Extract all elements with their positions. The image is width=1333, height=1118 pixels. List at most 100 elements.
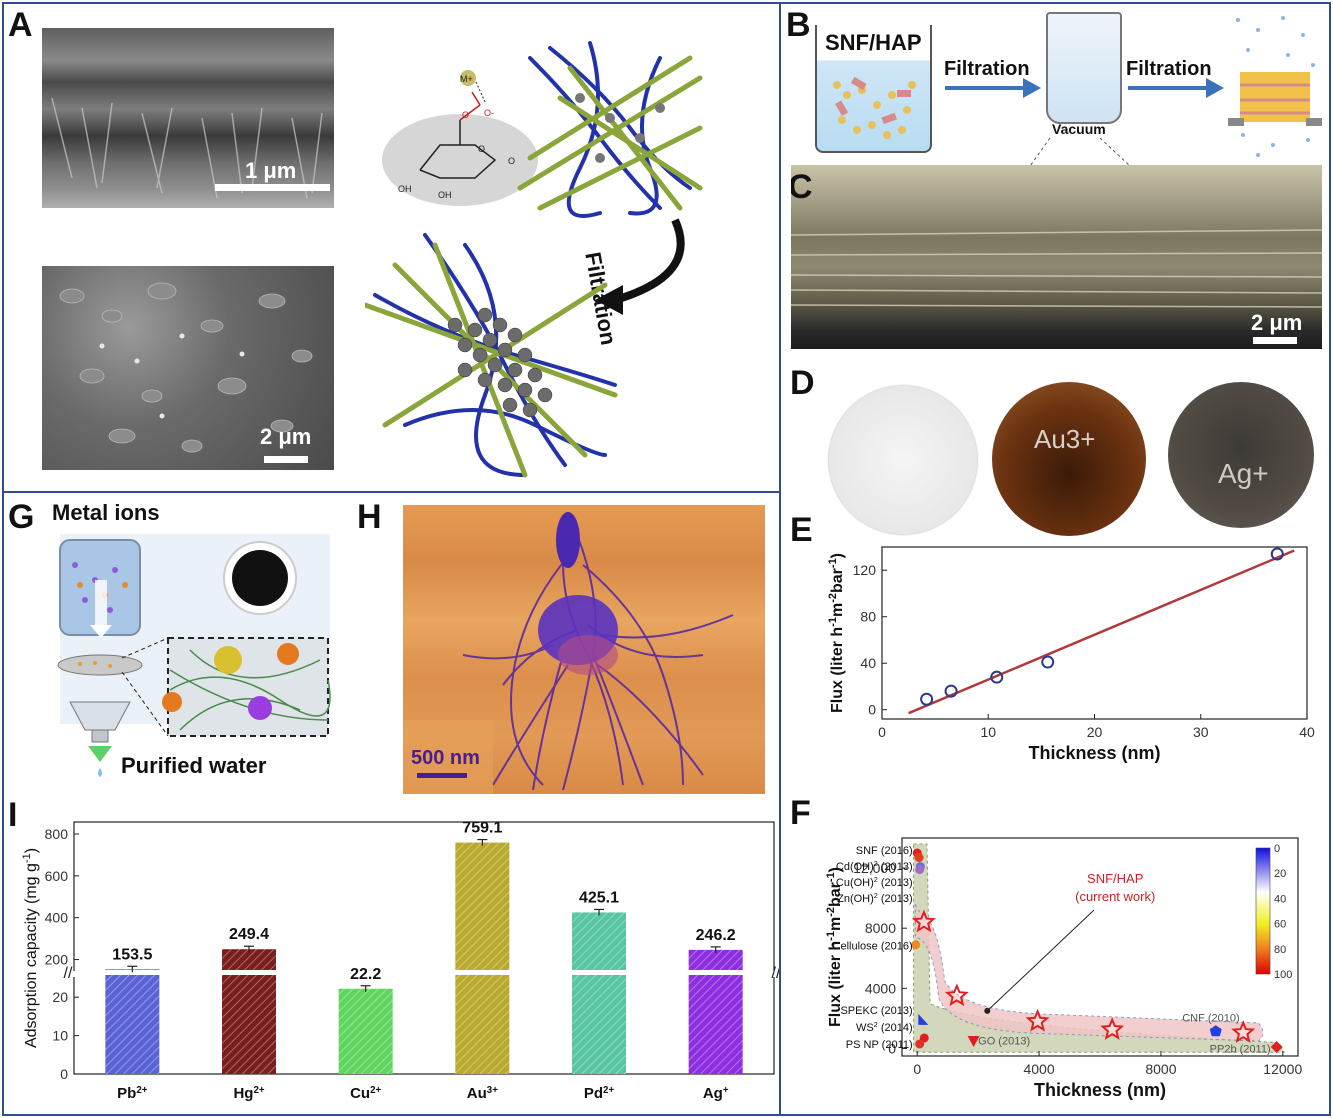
scale-label-c: 2 μm bbox=[1251, 310, 1303, 335]
f-pointer-line bbox=[986, 909, 1095, 1012]
chart-e: 0 10 20 30 40 0 40 80 120 Thickness (nm) Flux (lit… bbox=[827, 546, 1315, 763]
e-ytick-label: 0 bbox=[868, 702, 876, 718]
f-colorbar-tick: 100 bbox=[1274, 969, 1292, 981]
i-ytick-label: 0 bbox=[60, 1066, 68, 1082]
f-star-point bbox=[1231, 1020, 1256, 1043]
i-axis-break-gap bbox=[66, 971, 779, 977]
i-bar-break bbox=[687, 970, 744, 975]
f-data-point bbox=[918, 1013, 929, 1025]
f-data-point bbox=[915, 1039, 925, 1049]
chart-i: // // 0 10 20 200 400 600 800 153.5 Pb2+ 249.4 Hg2+ 2… bbox=[21, 820, 779, 1103]
panel-label-e: E bbox=[790, 511, 813, 549]
arrow-b-1 bbox=[945, 78, 1041, 98]
i-category-label: Hg2+ bbox=[233, 1085, 264, 1103]
arrow-b-2 bbox=[1128, 78, 1224, 98]
scale-bar-h bbox=[417, 773, 467, 778]
i-value-label: 249.4 bbox=[229, 926, 269, 943]
e-data-point bbox=[1041, 655, 1055, 669]
e-data-point bbox=[990, 670, 1004, 684]
chart-f: 0 4000 8000 12000 0 4000 8000 12,000 SNF (2016) C… bbox=[825, 837, 1302, 1100]
f-current-work-line1: SNF/HAP bbox=[1087, 871, 1143, 886]
f-ytick-label: 8000 bbox=[865, 920, 896, 936]
filtration-arrow-a bbox=[595, 218, 685, 315]
f-annotation-label: SPEKC (2013) bbox=[840, 1005, 912, 1017]
vacuum-label: Vacuum bbox=[1052, 121, 1106, 137]
funnel bbox=[1046, 12, 1122, 124]
sem-image-bottom: 2 μm bbox=[42, 266, 334, 470]
e-ylabel: Flux (liter h-1m-2bar-1) bbox=[827, 553, 846, 713]
i-value-label: 246.2 bbox=[696, 927, 736, 944]
panel-label-f: F bbox=[790, 794, 811, 832]
sem-image-c: C 2 μm bbox=[791, 165, 1322, 349]
scale-label-a-top: 1 μm bbox=[245, 158, 297, 183]
i-plot-frame bbox=[73, 821, 775, 1075]
i-bar-hatch bbox=[455, 842, 510, 1074]
f-star-point bbox=[911, 909, 936, 933]
f-ytick-label: 0 bbox=[888, 1040, 896, 1056]
f-ylabel: Flux (liter h-1m-2bar-1) bbox=[825, 867, 844, 1027]
i-bar-break bbox=[571, 970, 627, 975]
i-bar-break bbox=[104, 970, 161, 975]
zoom-lines bbox=[1030, 138, 1131, 167]
panel-label-i: I bbox=[8, 796, 18, 834]
f-annotation-label: WS2 (2014) bbox=[856, 1021, 913, 1034]
f-annotation-label: Cu(OH)2 (2013) bbox=[836, 876, 913, 889]
disc-white bbox=[829, 386, 977, 534]
i-category-label: Cu2+ bbox=[350, 1085, 381, 1103]
panel-label-g: G bbox=[8, 498, 35, 536]
panel-label-c: C bbox=[791, 168, 813, 206]
i-value-label: 759.1 bbox=[462, 820, 502, 837]
i-ytick-label: 600 bbox=[45, 868, 69, 884]
arrow-b-2-label: Filtration bbox=[1126, 58, 1212, 80]
scale-label-h: 500 nm bbox=[411, 747, 480, 769]
panel-label-h: H bbox=[357, 498, 382, 536]
e-ytick-label: 80 bbox=[860, 609, 876, 625]
cellulose-ring-schematic: M+ OH OH O O O O- bbox=[382, 70, 538, 206]
ring-label-o-2: O bbox=[508, 156, 515, 166]
i-value-label: 153.5 bbox=[112, 946, 152, 963]
beaker-label: SNF/HAP bbox=[825, 30, 922, 55]
fiber-network-bottom bbox=[365, 233, 618, 478]
ring-label-o-1: O bbox=[478, 144, 485, 154]
e-fit-line bbox=[908, 549, 1295, 715]
f-xtick-label: 0 bbox=[913, 1061, 921, 1077]
sem-image-top: 1 μm bbox=[42, 28, 334, 208]
e-ytick-label: 40 bbox=[860, 655, 876, 671]
f-annotation-label: Cd(OH)2 (2013) bbox=[836, 860, 913, 873]
purified-water-label: Purified water bbox=[121, 753, 267, 778]
f-data-point bbox=[1209, 1025, 1222, 1037]
panel-label-b: B bbox=[786, 6, 811, 44]
i-category-label: Au3+ bbox=[467, 1085, 498, 1103]
f-ytick-label: 12,000 bbox=[853, 860, 896, 876]
f-annotation-label: SNF (2016) bbox=[856, 845, 913, 857]
i-category-label: Ag+ bbox=[703, 1085, 729, 1103]
f-data-point bbox=[915, 865, 925, 875]
disc-au bbox=[992, 382, 1146, 536]
e-xtick-label: 0 bbox=[878, 724, 886, 740]
beaker bbox=[815, 25, 932, 153]
f-colorbar-tick: 20 bbox=[1274, 868, 1286, 880]
e-xlabel: Thickness (nm) bbox=[1028, 743, 1160, 763]
panel-label-a: A bbox=[8, 6, 33, 44]
f-annotation-label: Zn(OH)2 (2013) bbox=[837, 892, 913, 905]
e-data-point bbox=[920, 692, 934, 706]
panel-label-d: D bbox=[790, 364, 815, 402]
f-colorbar-tick: 60 bbox=[1274, 919, 1286, 931]
f-xtick-label: 12000 bbox=[1263, 1061, 1302, 1077]
i-ytick-label: 10 bbox=[52, 1028, 68, 1044]
f-xlabel: Thickness (nm) bbox=[1034, 1080, 1166, 1100]
i-axis-break-mark-left: // bbox=[64, 965, 73, 982]
f-ytick-label: 4000 bbox=[865, 980, 896, 996]
f-xtick-label: 8000 bbox=[1145, 1061, 1176, 1077]
scale-label-a-bottom: 2 μm bbox=[260, 424, 312, 449]
scale-bar-c bbox=[1253, 337, 1297, 344]
metal-ions-label: Metal ions bbox=[52, 500, 160, 525]
i-bar-hatch bbox=[688, 949, 743, 1074]
i-ytick-label: 200 bbox=[45, 952, 69, 968]
ring-label-oh-2: OH bbox=[438, 190, 452, 200]
i-bar-break bbox=[454, 970, 511, 975]
afm-image-h: 500 nm bbox=[403, 505, 765, 794]
ring-label-oh-1: OH bbox=[398, 184, 412, 194]
i-category-label: Pd2+ bbox=[584, 1085, 615, 1103]
arrow-b-1-label: Filtration bbox=[944, 58, 1030, 80]
